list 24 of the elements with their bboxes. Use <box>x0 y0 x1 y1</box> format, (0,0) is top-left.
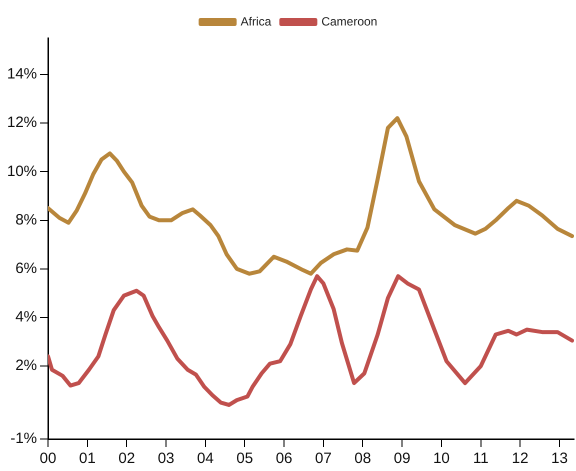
y-tick-label: 8% <box>15 211 38 228</box>
x-tick-label: 00 <box>40 450 56 468</box>
y-tick-label: 4% <box>15 308 38 326</box>
x-tick-label: 08 <box>354 450 372 468</box>
x-tick-label: 10 <box>433 450 450 468</box>
y-tick-label: 14% <box>6 66 38 83</box>
y-tick-label: 10% <box>6 162 38 180</box>
x-tick-label: 02 <box>118 450 136 468</box>
x-tick-label: 05 <box>236 450 254 468</box>
x-tick-label: 01 <box>79 450 96 468</box>
x-tick-label: 04 <box>197 450 214 468</box>
x-tick-label: 11 <box>472 450 489 468</box>
y-tick-label: 6% <box>15 260 38 278</box>
x-tick-label: 07 <box>315 450 332 468</box>
x-tick-label: 12 <box>512 450 528 468</box>
legend-label: Cameroon <box>321 14 378 28</box>
y-tick-label: -1% <box>10 430 38 448</box>
y-tick-label: 2% <box>15 357 38 374</box>
x-tick-label: 13 <box>551 450 568 468</box>
y-tick-label: 12% <box>6 114 38 132</box>
x-tick-label: 09 <box>394 450 410 468</box>
x-tick-label: 06 <box>276 450 292 468</box>
legend-label: Africa <box>240 14 272 28</box>
x-tick-label: 03 <box>158 450 174 468</box>
